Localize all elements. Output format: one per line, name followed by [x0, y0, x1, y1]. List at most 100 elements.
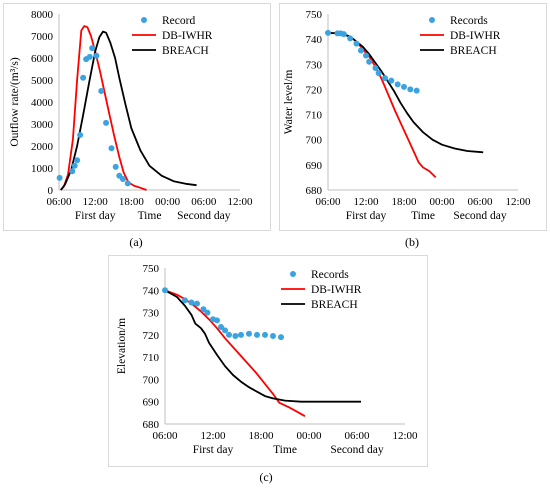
record-point	[124, 180, 131, 187]
x-tick-label: 12:00	[200, 430, 226, 442]
y-tick-label: 7000	[31, 31, 54, 43]
day-label-second: Second day	[453, 210, 507, 222]
legend-marker-records	[141, 17, 147, 23]
record-point	[214, 317, 220, 324]
series-line-db-iwhr	[327, 32, 437, 179]
record-point	[93, 52, 100, 59]
record-point	[394, 81, 401, 88]
legend-marker-records	[290, 271, 296, 277]
legend-label: BREACH	[162, 45, 209, 57]
series-line-breach	[164, 289, 361, 403]
y-tick-label: 750	[143, 263, 160, 275]
record-point	[69, 168, 76, 175]
x-tick-label: 12:00	[392, 430, 418, 442]
record-point	[382, 75, 388, 82]
y-tick-label: 690	[306, 160, 323, 172]
record-point	[232, 332, 239, 339]
day-label-second: Second day	[330, 444, 384, 456]
record-point	[347, 35, 354, 42]
y-axis-label: Elevation/m	[116, 318, 128, 374]
record-point	[188, 299, 195, 306]
record-point	[119, 176, 126, 182]
x-tick-label: 06:00	[152, 430, 178, 442]
record-point	[238, 331, 244, 338]
day-label-second: Second day	[177, 210, 231, 222]
x-tick-label: 12:00	[83, 196, 109, 208]
x-tick-label: 00:00	[155, 196, 181, 208]
record-point	[372, 65, 379, 72]
record-point	[407, 86, 414, 93]
y-axis-label: Water level/m	[283, 70, 295, 135]
x-axis-label: Time	[273, 444, 297, 456]
legend-label: DB-IWHR	[311, 284, 362, 296]
caption-b: (b)	[405, 235, 419, 249]
record-point	[103, 119, 110, 126]
record-point	[401, 83, 407, 90]
record-point	[278, 334, 284, 341]
elevation-chart: 680 690 700 710 720 730 740 750 06:00 12:00 18:00 0…	[116, 263, 418, 456]
day-label-first: First day	[75, 210, 116, 222]
x-tick-label: 12:00	[227, 196, 253, 208]
x-tick-label: 06:00	[46, 196, 72, 208]
record-point	[353, 40, 360, 47]
record-point	[74, 157, 81, 164]
record-point	[325, 29, 331, 36]
record-point	[89, 45, 96, 52]
y-tick-label: 730	[306, 59, 323, 71]
legend-label: DB-IWHR	[450, 30, 501, 42]
y-axis-label: Outflow rate/(m³/s)	[9, 57, 21, 147]
x-axis-label: Time	[138, 210, 162, 222]
outflow-rate-chart: 0 1000 2000 3000 4000 5000 6000 7000 8000 06:00 12…	[9, 9, 253, 222]
record-point	[77, 132, 84, 138]
legend-marker-records	[429, 17, 435, 23]
y-tick-label: 740	[306, 34, 323, 46]
caption-a: (a)	[129, 235, 143, 249]
record-point	[388, 77, 395, 84]
record-point	[71, 162, 78, 169]
x-tick-label: 12:00	[505, 196, 531, 208]
y-tick-label: 680	[306, 185, 323, 197]
water-level-chart: 680 690 700 710 720 730 740 750 06:00 12:00 18:00 0…	[283, 9, 531, 222]
x-tick-label: 12:00	[353, 196, 379, 208]
record-point	[366, 58, 373, 65]
record-point	[112, 163, 119, 170]
record-point	[162, 287, 168, 294]
y-tick-label: 700	[143, 374, 160, 386]
record-point	[270, 332, 276, 339]
record-point	[222, 327, 228, 334]
x-tick-label: 06:00	[467, 196, 493, 208]
y-tick-label: 3000	[31, 119, 54, 131]
record-point	[218, 324, 224, 331]
x-tick-label: 06:00	[315, 196, 341, 208]
chart-panel-b: 680 690 700 710 720 730 740 750 06:00 12:00 18:00 0…	[279, 3, 547, 231]
legend-label: Records	[450, 15, 488, 27]
y-tick-label: 0	[48, 185, 54, 197]
y-tick-label: 1000	[31, 163, 54, 175]
y-tick-label: 680	[143, 419, 160, 431]
x-tick-label: 18:00	[391, 196, 417, 208]
record-point	[204, 309, 211, 316]
record-point	[375, 70, 382, 77]
y-tick-label: 700	[306, 135, 323, 147]
chart-panel-c: 680 690 700 710 720 730 740 750 06:00 12:00 18:00 0…	[108, 255, 428, 467]
y-tick-label: 740	[143, 285, 160, 297]
record-point	[98, 88, 105, 94]
y-tick-label: 8000	[31, 9, 54, 21]
y-tick-label: 690	[143, 397, 160, 409]
x-tick-label: 00:00	[296, 430, 322, 442]
record-point	[363, 52, 369, 59]
record-point	[86, 53, 93, 60]
record-point	[246, 330, 252, 337]
y-tick-label: 4000	[31, 97, 54, 109]
chart-panel-a: 0 1000 2000 3000 4000 5000 6000 7000 8000 06:00 12…	[3, 3, 271, 231]
record-point	[80, 74, 87, 81]
record-point	[357, 47, 364, 54]
legend-label: Records	[311, 269, 349, 281]
x-tick-label: 06:00	[191, 196, 217, 208]
record-point	[413, 87, 420, 94]
record-point	[108, 145, 115, 152]
x-tick-label: 18:00	[248, 430, 274, 442]
legend-label: DB-IWHR	[162, 30, 213, 42]
record-point	[254, 331, 260, 338]
day-label-first: First day	[346, 210, 387, 222]
